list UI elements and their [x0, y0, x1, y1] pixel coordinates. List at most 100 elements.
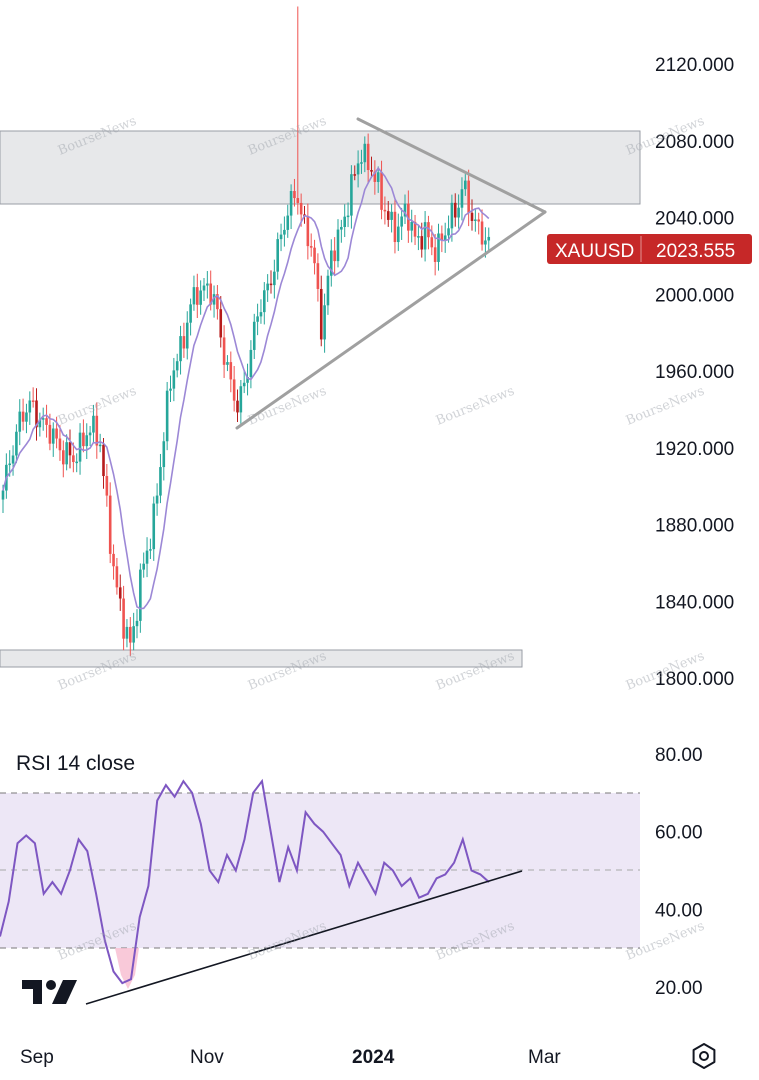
candle: [252, 313, 256, 359]
candle: [390, 204, 393, 233]
candle: [135, 609, 139, 639]
candle: [453, 193, 457, 227]
candle: [470, 199, 474, 231]
watermark-text: BourseNews: [434, 384, 517, 429]
candle: [330, 239, 333, 287]
candle: [410, 209, 413, 243]
candle: [219, 296, 223, 348]
candle: [28, 391, 32, 425]
price-tick-label: 1800.000: [655, 669, 734, 690]
price-tick-label: 1880.000: [655, 516, 734, 537]
candle: [246, 363, 249, 396]
candle: [417, 225, 420, 251]
candle: [487, 227, 491, 251]
candle: [206, 271, 209, 299]
rsi-tick-label: 80.00: [655, 745, 703, 766]
candle: [68, 429, 72, 469]
rsi-axis: 80.00 60.00 40.00 20.00: [655, 745, 703, 999]
price-tick-label: 2000.000: [655, 285, 734, 306]
candle: [366, 133, 370, 184]
candle: [199, 280, 202, 315]
candle: [212, 285, 216, 318]
candle: [139, 563, 142, 633]
rsi-title: RSI 14 close: [16, 752, 135, 775]
resistance-zone: [0, 130, 641, 205]
price-tick-label: 1960.000: [655, 362, 734, 383]
candle: [276, 232, 279, 280]
moving-average-line: [2, 166, 490, 610]
settings-gear-icon[interactable]: [692, 1043, 716, 1069]
candle: [82, 419, 85, 453]
rsi-trendline: [85, 870, 523, 1005]
candle: [192, 275, 196, 311]
watermark-text: BourseNews: [624, 384, 707, 429]
triangle-lower-line: [235, 210, 547, 430]
candle: [155, 483, 159, 516]
last-price-label: 2023.555: [656, 241, 735, 262]
candle: [460, 177, 464, 221]
candle: [222, 325, 226, 378]
candle: [437, 223, 440, 271]
candle: [185, 311, 189, 360]
watermark-text: BourseNews: [246, 384, 329, 429]
candle: [326, 269, 330, 315]
candle: [343, 204, 346, 238]
candle: [350, 165, 353, 229]
candle: [129, 617, 132, 656]
candle: [18, 399, 22, 446]
price-tick-label: 1840.000: [655, 592, 734, 613]
candle: [72, 442, 75, 473]
candle: [427, 215, 430, 250]
candle: [118, 574, 122, 611]
candle: [309, 233, 313, 257]
candle: [397, 213, 400, 251]
candle: [149, 538, 152, 559]
price-candles: [1, 6, 491, 656]
candle: [266, 274, 269, 302]
candle: [393, 199, 397, 254]
candle: [62, 440, 65, 478]
candle: [189, 298, 192, 336]
support-zone: [0, 649, 523, 668]
candle: [242, 370, 246, 394]
candle: [249, 340, 253, 389]
symbol-label: XAUUSD: [555, 241, 634, 262]
candle: [15, 424, 18, 464]
candle: [125, 619, 129, 648]
candle: [256, 303, 259, 336]
candle: [11, 445, 15, 476]
rsi-tick-label: 40.00: [655, 900, 703, 921]
candle: [105, 464, 109, 507]
price-tick-label: 2080.000: [655, 132, 734, 153]
candle: [159, 453, 162, 504]
time-label: Mar: [528, 1047, 561, 1068]
candle: [263, 282, 266, 325]
candle: [236, 389, 239, 422]
candle: [283, 216, 286, 247]
candle: [165, 381, 169, 451]
rsi-tick-label: 20.00: [655, 978, 703, 999]
candle: [413, 214, 417, 246]
candle: [293, 178, 296, 207]
candle: [323, 293, 326, 353]
triangle-upper-line: [356, 117, 547, 214]
candle: [340, 219, 343, 243]
candle: [457, 194, 460, 229]
candle: [296, 6, 300, 215]
candle: [65, 434, 68, 471]
candle: [333, 237, 336, 274]
candle: [383, 196, 387, 225]
candle: [41, 407, 45, 431]
candle: [38, 412, 42, 437]
candle: [196, 273, 199, 319]
candle: [25, 403, 28, 434]
candle: [346, 202, 350, 228]
candle: [447, 215, 450, 243]
candle: [152, 496, 156, 561]
candle: [58, 425, 62, 461]
candle: [202, 278, 206, 302]
candle: [21, 398, 25, 431]
candle: [306, 203, 310, 260]
candle: [269, 270, 273, 294]
